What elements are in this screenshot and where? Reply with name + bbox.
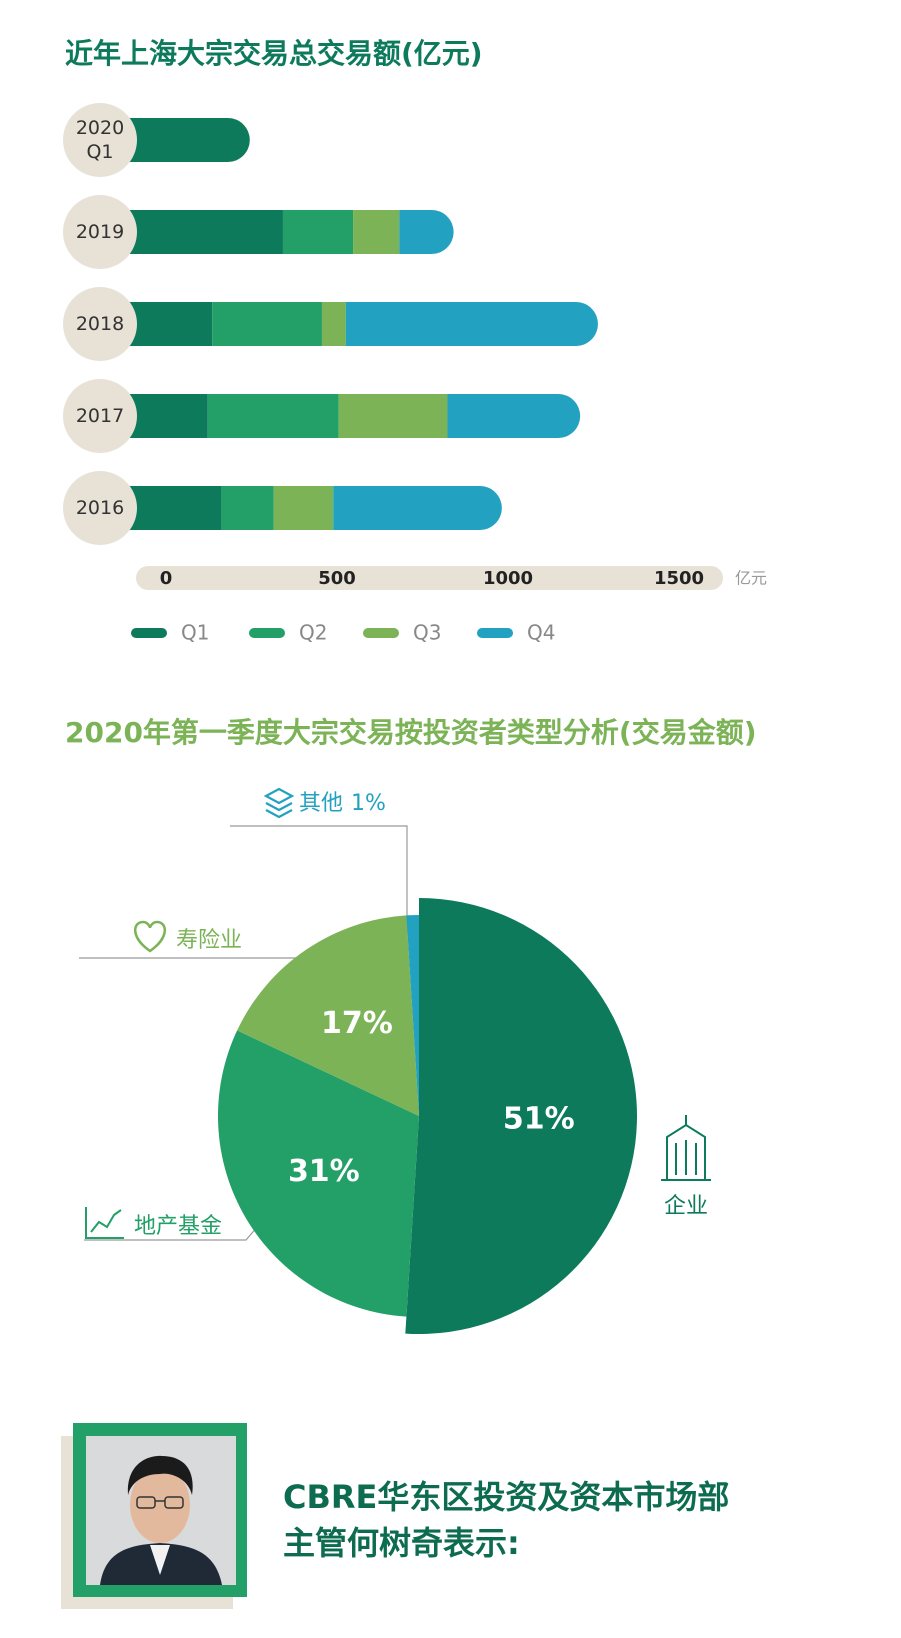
speaker-line: 主管何树奇表示: — [283, 1524, 520, 1562]
bar-segment — [221, 486, 274, 530]
building-icon — [661, 1115, 711, 1181]
bar-segment — [212, 302, 322, 346]
legend-label: Q4 — [527, 621, 555, 645]
pie-value-label: 31% — [288, 1154, 360, 1189]
bar-segment — [345, 302, 598, 346]
pie-slice — [237, 915, 419, 1116]
legend-label: Q1 — [181, 621, 209, 645]
legend-label: Q3 — [413, 621, 441, 645]
legend-swatch — [477, 628, 513, 638]
bar-chart-title: 近年上海大宗交易总交易额(亿元) — [65, 37, 483, 70]
legend-label: Q2 — [299, 621, 327, 645]
legend-swatch — [131, 628, 167, 638]
photo-glasses — [136, 1496, 184, 1509]
bar-segment — [166, 486, 222, 530]
x-tick-label: 500 — [318, 568, 356, 589]
pie-value-label: 17% — [321, 1006, 393, 1041]
bar-segment — [447, 394, 581, 438]
category-badge — [63, 379, 137, 453]
bar-segment — [166, 394, 208, 438]
legend-swatch — [249, 628, 285, 638]
bar-segment — [353, 210, 400, 254]
bar-segment — [166, 118, 250, 162]
axis-unit: 亿元 — [735, 569, 767, 588]
axis-track — [136, 566, 723, 590]
category-label: 2020 Q1 — [75, 117, 125, 163]
photo-shirt — [150, 1545, 170, 1575]
bar-segment — [338, 394, 448, 438]
pie-category-label: 其他 — [299, 791, 343, 816]
pie-slice — [217, 1030, 419, 1317]
bar-segment — [273, 486, 334, 530]
legend-swatch — [363, 628, 399, 638]
pie-slice — [405, 898, 638, 1335]
category-badge — [63, 195, 137, 269]
category-badge — [63, 103, 137, 177]
pie-category-label: 地产基金 — [134, 1214, 222, 1239]
category-label: 2016 — [75, 497, 125, 519]
bar-segment — [399, 210, 454, 254]
heart-icon — [134, 920, 166, 953]
layers-icon — [263, 787, 295, 819]
photo-face — [130, 1467, 190, 1543]
category-label: 2017 — [75, 405, 125, 427]
category-badge — [63, 471, 137, 545]
pie-value-label: 51% — [503, 1101, 575, 1136]
bar-segment — [282, 210, 354, 254]
speaker-line: CBRE华东区投资及资本市场部 — [283, 1478, 729, 1516]
pie-value-label: 1% — [351, 791, 386, 816]
category-label: 2018 — [75, 313, 125, 335]
bar-segment — [321, 302, 346, 346]
category-label: 2019 — [75, 221, 125, 243]
category-badge — [63, 287, 137, 361]
chart-icon — [85, 1207, 124, 1239]
bar-segment — [207, 394, 339, 438]
x-tick-label: 0 — [160, 568, 173, 589]
pie-category-label: 企业 — [664, 1194, 708, 1219]
pie-category-label: 寿险业 — [176, 928, 242, 953]
bar-segment — [166, 302, 213, 346]
x-tick-label: 1500 — [654, 568, 704, 589]
pie-slice — [406, 915, 419, 1116]
photo-hair — [127, 1455, 193, 1495]
x-tick-label: 1000 — [483, 568, 533, 589]
bar-segment — [333, 486, 502, 530]
pie-chart-title: 2020年第一季度大宗交易按投资者类型分析(交易金额) — [65, 716, 757, 749]
bar-segment — [166, 210, 283, 254]
